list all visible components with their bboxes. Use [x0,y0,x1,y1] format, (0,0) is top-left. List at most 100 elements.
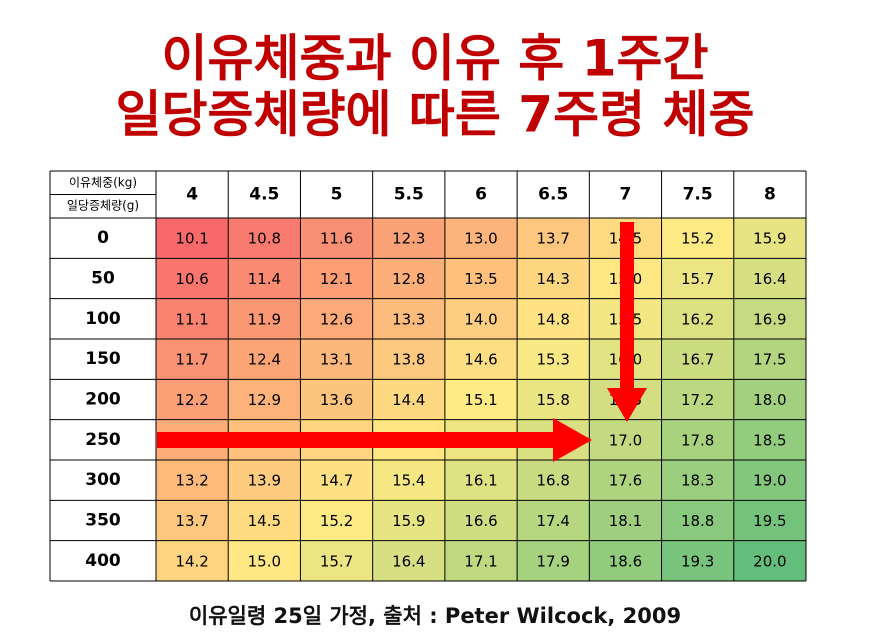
cell-bg [517,500,590,541]
cell: 13.7 [537,230,570,248]
cell: 16.7 [681,351,714,369]
cell-bg [228,500,301,541]
cell-bg [661,258,734,299]
cell: 15.1 [464,391,497,409]
cell-bg [372,460,445,501]
column-header: 7.5 [683,185,713,205]
cell: 15.8 [537,391,570,409]
column-header: 8 [764,185,776,205]
cell-bg [444,258,518,299]
cell: 16.2 [681,310,714,328]
cell-bg [661,339,734,380]
cell: 12.4 [248,351,281,369]
cell-bg [444,540,518,581]
cell-bg [228,379,301,420]
cell: 12.6 [320,310,353,328]
cell: 14.0 [464,310,497,328]
cell-bg [733,540,806,581]
cell: 14.2 [175,552,208,570]
cell-bg [517,218,590,259]
cell: 13.7 [175,512,208,530]
cell-bg [517,460,590,501]
cell: 13.6 [320,391,353,409]
cell: 12.9 [248,391,281,409]
cell-bg [372,298,445,339]
cell-bg [661,298,734,339]
cell: 11.9 [248,310,281,328]
arrows [157,222,647,462]
cell: 13.9 [248,472,281,490]
cell: 18.3 [681,472,714,490]
cell: 17.5 [753,351,786,369]
cell-bg [156,500,229,541]
cell: 17.1 [464,552,497,570]
cell-bg [156,339,229,380]
cell: 19.5 [753,512,786,530]
cell: 10.6 [175,270,208,288]
cell: 13.3 [392,310,425,328]
cell-bg [156,258,229,299]
row-label: 400 [85,551,121,571]
cell-bg [661,540,734,581]
column-header: 5 [331,185,343,205]
cell-bg [300,258,373,299]
column-header: 4 [186,185,198,205]
arrow-head [553,418,592,462]
cell: 12.1 [320,270,353,288]
column-header: 6.5 [538,185,568,205]
cell: 12.8 [392,270,425,288]
cell: 17.9 [537,552,570,570]
cell-bg [300,298,373,339]
cell: 11.1 [175,310,208,328]
cell-bg [228,298,301,339]
cell: 14.6 [464,351,497,369]
cell-bg [517,379,590,420]
cell: 14.7 [320,472,353,490]
cell: 11.6 [320,230,353,248]
cell-bg [661,379,734,420]
cell: 18.5 [753,431,786,449]
cell-bg [517,339,590,380]
cell: 16.6 [464,512,497,530]
cell-bg [372,379,445,420]
cell-bg [372,500,445,541]
cell-bg [589,540,662,581]
cell: 12.2 [175,391,208,409]
cell: 11.4 [248,270,281,288]
cell: 16.8 [537,472,570,490]
cell-bg [228,339,301,380]
cell: 10.1 [175,230,208,248]
cell: 14.4 [392,391,425,409]
cell-bg [589,500,662,541]
cell-bg [300,218,373,259]
cell-bg [156,218,229,259]
cell: 17.2 [681,391,714,409]
cell: 10.8 [248,230,281,248]
cell-bg [156,379,229,420]
cell-bg [228,540,301,581]
cell-bg [661,460,734,501]
cell: 14.5 [248,512,281,530]
cell: 15.4 [392,472,425,490]
cell: 16.4 [392,552,425,570]
corner-label: 이유체중(kg) [69,176,137,190]
table: 0 10.1 10.8 11.6 12.3 13.0 13.7 14.5 15.2 15.9 50 1… [49,170,807,582]
cell-bg [300,540,373,581]
row-label: 50 [91,269,115,289]
cell-bg [733,419,806,460]
cell: 15.0 [248,552,281,570]
cell: 14.8 [537,310,570,328]
cell: 16.4 [753,270,786,288]
cell-bg [661,500,734,541]
cell-bg [733,379,806,420]
cell-bg [372,540,445,581]
cell-bg [444,339,518,380]
cell-bg [156,540,229,581]
cell: 20.0 [753,552,786,570]
row-label: 300 [85,470,121,490]
cell: 18.6 [609,552,642,570]
cell: 15.9 [753,230,786,248]
cell: 17.8 [681,431,714,449]
cell: 16.9 [753,310,786,328]
cell: 13.2 [175,472,208,490]
